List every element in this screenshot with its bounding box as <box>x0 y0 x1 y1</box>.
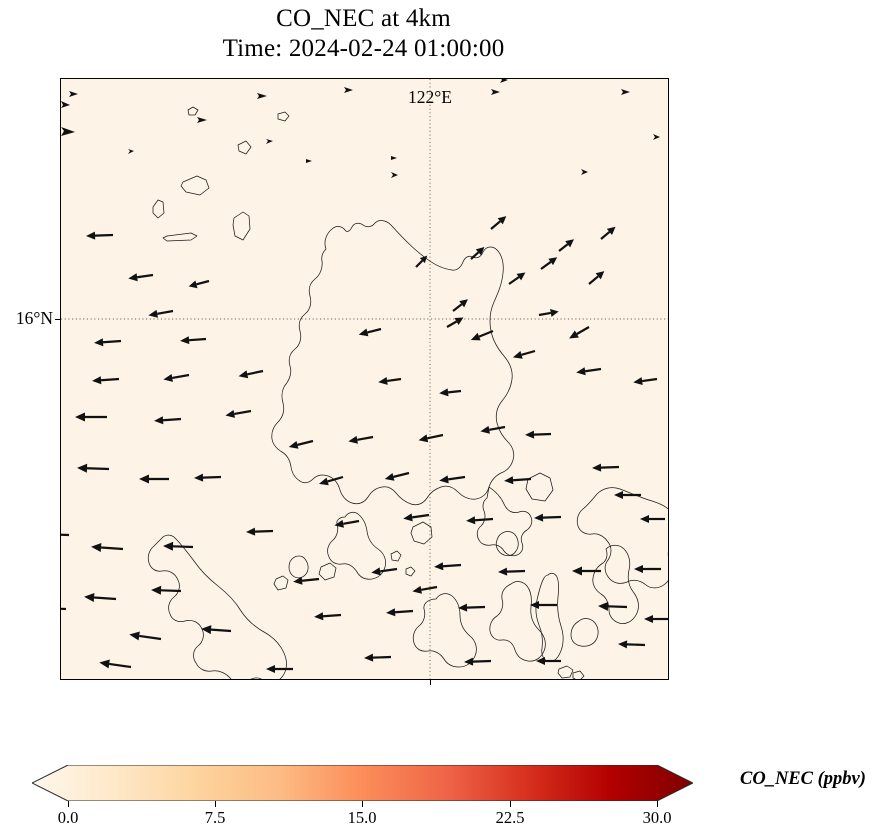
colorbar-tick-15 <box>362 801 364 807</box>
axis-label-lon-122E: 122°E <box>408 87 452 107</box>
map-plot-area <box>61 79 668 679</box>
colorbar-tick-30 <box>657 801 659 807</box>
axis-label-lat-16N: 16°N <box>15 308 53 328</box>
gridlines <box>61 79 668 679</box>
tick-lon-122E <box>430 679 432 685</box>
colorbar-tick-22_5 <box>510 801 512 807</box>
colorbar-ticklabel-7_5: 7.5 <box>204 808 226 827</box>
map-axes[interactable]: 16°N 122°E <box>16 78 669 685</box>
colorbar-gradient <box>32 765 693 801</box>
colorbar-tick-7_5 <box>215 801 217 807</box>
colorbar-ticklabel-15: 15.0 <box>347 808 377 827</box>
tick-lat-16N <box>55 319 61 321</box>
coastline-layer <box>147 106 668 679</box>
title-line-time: Time: 2024-02-24 01:00:00 <box>222 35 505 62</box>
wind-vector-layer <box>61 79 668 673</box>
colorbar-ticklabel-30: 30.0 <box>642 808 672 827</box>
colorbar-tick-0 <box>68 801 70 807</box>
colorbar-label: CO_NEC (ppbv) <box>740 769 866 789</box>
colorbar-ticklabel-0: 0.0 <box>57 808 79 827</box>
colorbar-ticklabel-22_5: 22.5 <box>495 808 525 827</box>
colorbar[interactable]: 0.0 7.5 15.0 22.5 30.0 <box>32 765 693 827</box>
figure-title: CO_NEC at 4km Time: 2024-02-24 01:00:00 <box>0 4 727 64</box>
title-line-variable: CO_NEC at 4km <box>276 5 451 32</box>
